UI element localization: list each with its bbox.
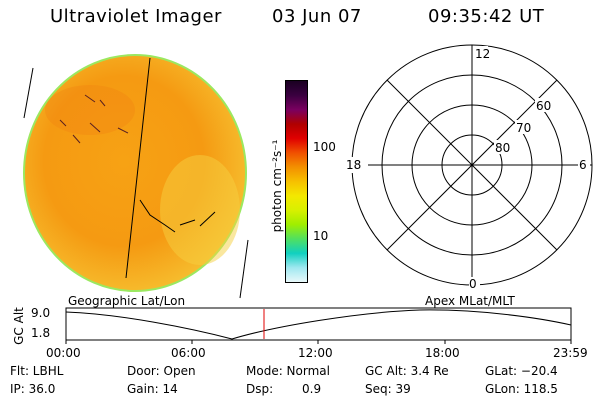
- seq-status: Seq: 39: [365, 382, 411, 396]
- lat-label-60: 60: [536, 99, 551, 113]
- glat-status: GLat: −20.4: [485, 364, 558, 378]
- uv-earth-image: [23, 54, 249, 299]
- lat-label-70: 70: [516, 121, 531, 135]
- door-status: Door: Open: [127, 364, 196, 378]
- dsp-value: 0.9: [302, 382, 322, 396]
- lat-label-80: 80: [495, 141, 510, 155]
- colorbar: [285, 80, 308, 283]
- colorbar-unit-label: photon cm⁻²s⁻¹: [270, 139, 284, 233]
- gain-status: Gain: 14: [127, 382, 178, 396]
- app-title: Ultraviolet Imager: [50, 6, 222, 27]
- x-tick-0000: 00:00: [46, 346, 81, 360]
- mlt-label-12: 12: [475, 47, 490, 61]
- mode-status: Mode: Normal: [246, 364, 330, 378]
- mlt-label-0: 0: [469, 277, 477, 291]
- polar-plot: 12 18 6 0 60 70 80: [346, 44, 593, 291]
- y-tick-9: 9.0: [31, 306, 51, 320]
- altitude-curve: [65, 309, 572, 340]
- timeline-frame: [65, 307, 572, 341]
- dsp-label: Dsp:: [246, 382, 274, 396]
- y-tick-1-8: 1.8: [31, 326, 51, 340]
- x-tick-1200: 12:00: [298, 346, 333, 360]
- date-label: 03 Jun 07: [272, 6, 362, 27]
- colorbar-tick-10: 10: [313, 229, 329, 243]
- terminator-line: [125, 57, 151, 279]
- x-tick-1800: 18:00: [425, 346, 460, 360]
- mlt-label-18: 18: [346, 158, 361, 172]
- altitude-timeline-plot: [65, 307, 572, 344]
- filter-status: Flt: LBHL: [10, 364, 64, 378]
- geographic-lat-lon-label: Geographic Lat/Lon: [68, 294, 186, 308]
- polar-diagonal-b: [386, 79, 558, 251]
- glon-status: GLon: 118.5: [485, 382, 558, 396]
- x-tick-0600: 06:00: [171, 346, 206, 360]
- mlt-label-6: 6: [579, 158, 587, 172]
- time-label: 09:35:42 UT: [428, 6, 545, 27]
- gc-alt-status: GC Alt: 3.4 Re: [365, 364, 449, 378]
- apex-mlat-mlt-label: Apex MLat/MLT: [425, 294, 515, 308]
- ip-status: IP: 36.0: [10, 382, 56, 396]
- x-tick-2359: 23:59: [553, 346, 588, 360]
- colorbar-gradient: [286, 81, 307, 282]
- colorbar-tick-100: 100: [313, 140, 336, 154]
